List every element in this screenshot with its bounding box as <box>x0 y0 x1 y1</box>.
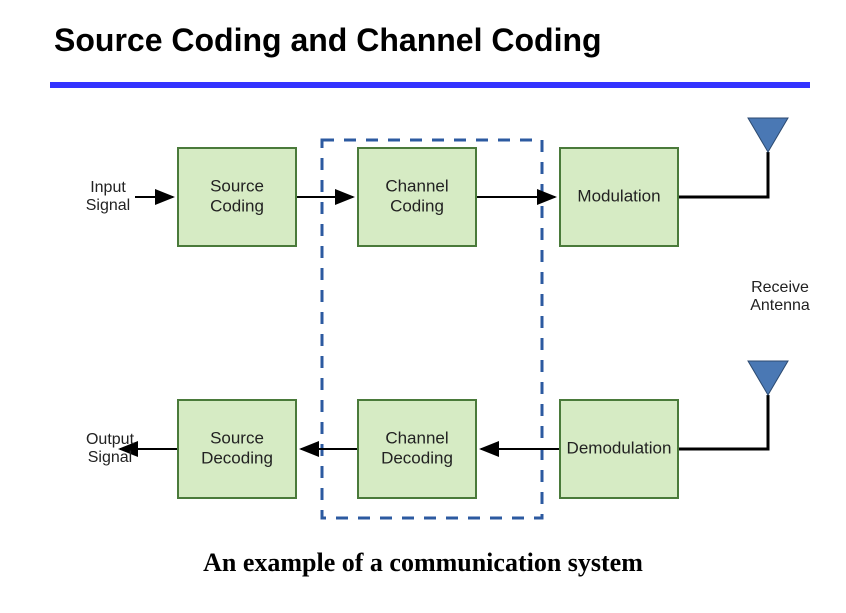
label-output_label-1: Signal <box>88 449 132 466</box>
tx-antenna-feedline <box>678 152 768 197</box>
tx-antenna-icon <box>748 118 788 152</box>
label-recv_ant_label-1: Antenna <box>750 297 810 314</box>
comm-system-diagram: InputSignalSourceCodingChannelCodingModu… <box>0 100 846 530</box>
label-input_label-0: Input <box>90 179 126 196</box>
label-input_label-1: Signal <box>86 197 130 214</box>
label-recv_ant_label-0: Receive <box>751 279 809 296</box>
box-demodulation: Demodulation <box>560 400 678 498</box>
rx-antenna-feedline <box>678 395 768 449</box>
box-source_coding-label-1: Coding <box>210 196 264 215</box>
title-underline <box>50 82 810 88</box>
box-source_decoding-label-0: Source <box>210 428 264 447</box>
box-source_decoding-label-1: Decoding <box>201 448 273 467</box>
box-source_coding-label-0: Source <box>210 176 264 195</box>
rx-antenna-icon <box>748 361 788 395</box>
slide-title: Source Coding and Channel Coding <box>54 22 602 59</box>
slide-caption: An example of a communication system <box>0 548 846 578</box>
box-modulation-label-0: Modulation <box>577 186 660 205</box>
box-channel_coding-label-0: Channel <box>385 176 448 195</box>
label-output_label-0: Output <box>86 431 135 448</box>
box-channel_decoding: ChannelDecoding <box>358 400 476 498</box>
box-channel_decoding-label-0: Channel <box>385 428 448 447</box>
box-channel_coding: ChannelCoding <box>358 148 476 246</box>
box-channel_decoding-label-1: Decoding <box>381 448 453 467</box>
box-source_coding: SourceCoding <box>178 148 296 246</box>
box-modulation: Modulation <box>560 148 678 246</box>
box-demodulation-label-0: Demodulation <box>567 438 672 457</box>
box-channel_coding-label-1: Coding <box>390 196 444 215</box>
slide: Source Coding and Channel Coding InputSi… <box>0 0 846 613</box>
box-source_decoding: SourceDecoding <box>178 400 296 498</box>
